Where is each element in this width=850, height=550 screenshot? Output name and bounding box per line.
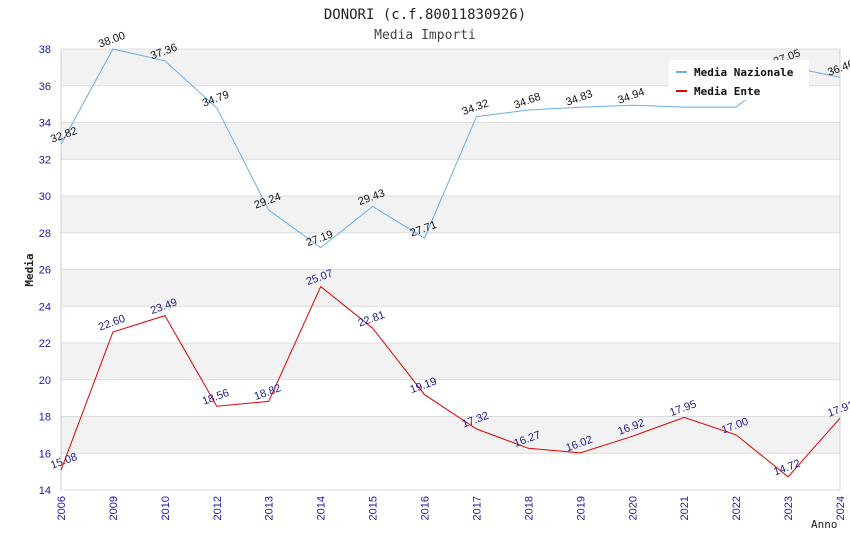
y-tick-label: 18 (39, 412, 51, 424)
y-tick-label: 36 (39, 81, 51, 93)
grid-band (61, 453, 840, 490)
grid-band (61, 343, 840, 380)
grid-band (61, 416, 840, 454)
x-tick-label: 2019 (575, 496, 587, 520)
x-tick-label: 2020 (627, 496, 639, 520)
y-axis-ticks: 14 16 18 20 22 24 26 28 30 32 34 36 38 (39, 44, 51, 497)
x-axis-label: Anno (811, 518, 838, 531)
y-tick-label: 20 (39, 375, 51, 387)
chart-subtitle: Media Importi (374, 28, 476, 43)
y-tick-label: 28 (39, 228, 51, 240)
series-line-media-ente (60, 285, 841, 478)
data-label: 38.00 (97, 30, 127, 51)
x-tick-label: 2016 (420, 496, 432, 520)
x-tick-label: 2018 (523, 496, 535, 520)
grid-band (61, 269, 840, 307)
grid-band (61, 196, 840, 233)
x-tick-label: 2014 (316, 496, 328, 520)
legend: Media Nazionale Media Ente (669, 60, 809, 100)
y-tick-label: 14 (39, 485, 51, 497)
x-tick-label: 2006 (56, 496, 68, 520)
x-tick-label: 2015 (368, 496, 380, 520)
y-axis-label: Media (23, 253, 36, 286)
legend-label: Media Ente (694, 85, 761, 98)
y-tick-label: 24 (39, 301, 51, 313)
x-tick-label: 2010 (160, 496, 172, 520)
grid-bands (60, 48, 841, 491)
y-tick-label: 38 (39, 44, 51, 56)
x-tick-label: 2013 (264, 496, 276, 520)
x-tick-label: 2021 (679, 496, 691, 520)
x-tick-label: 2009 (108, 496, 120, 520)
y-tick-label: 30 (39, 191, 51, 203)
grid-band (61, 379, 840, 417)
x-tick-label: 2024 (835, 496, 847, 520)
x-tick-label: 2022 (731, 496, 743, 520)
y-tick-label: 16 (39, 448, 51, 460)
grid-band (61, 232, 840, 270)
legend-box (669, 60, 809, 100)
series-line-media-nazionale (60, 48, 841, 249)
y-tick-label: 34 (39, 118, 51, 130)
x-tick-label: 2012 (212, 496, 224, 520)
grid-band (61, 122, 840, 160)
x-axis-ticks: 2006 2009 2010 2012 2013 2014 2015 2016 2017 2018… (56, 496, 847, 520)
y-tick-label: 32 (39, 154, 51, 166)
y-tick-label: 22 (39, 338, 51, 350)
x-tick-label: 2023 (783, 496, 795, 520)
chart-title: DONORI (c.f.80011830926) (324, 7, 526, 23)
grid-band (61, 306, 840, 343)
legend-label: Media Nazionale (694, 66, 794, 79)
y-tick-label: 26 (39, 265, 51, 277)
x-tick-label: 2017 (471, 496, 483, 520)
